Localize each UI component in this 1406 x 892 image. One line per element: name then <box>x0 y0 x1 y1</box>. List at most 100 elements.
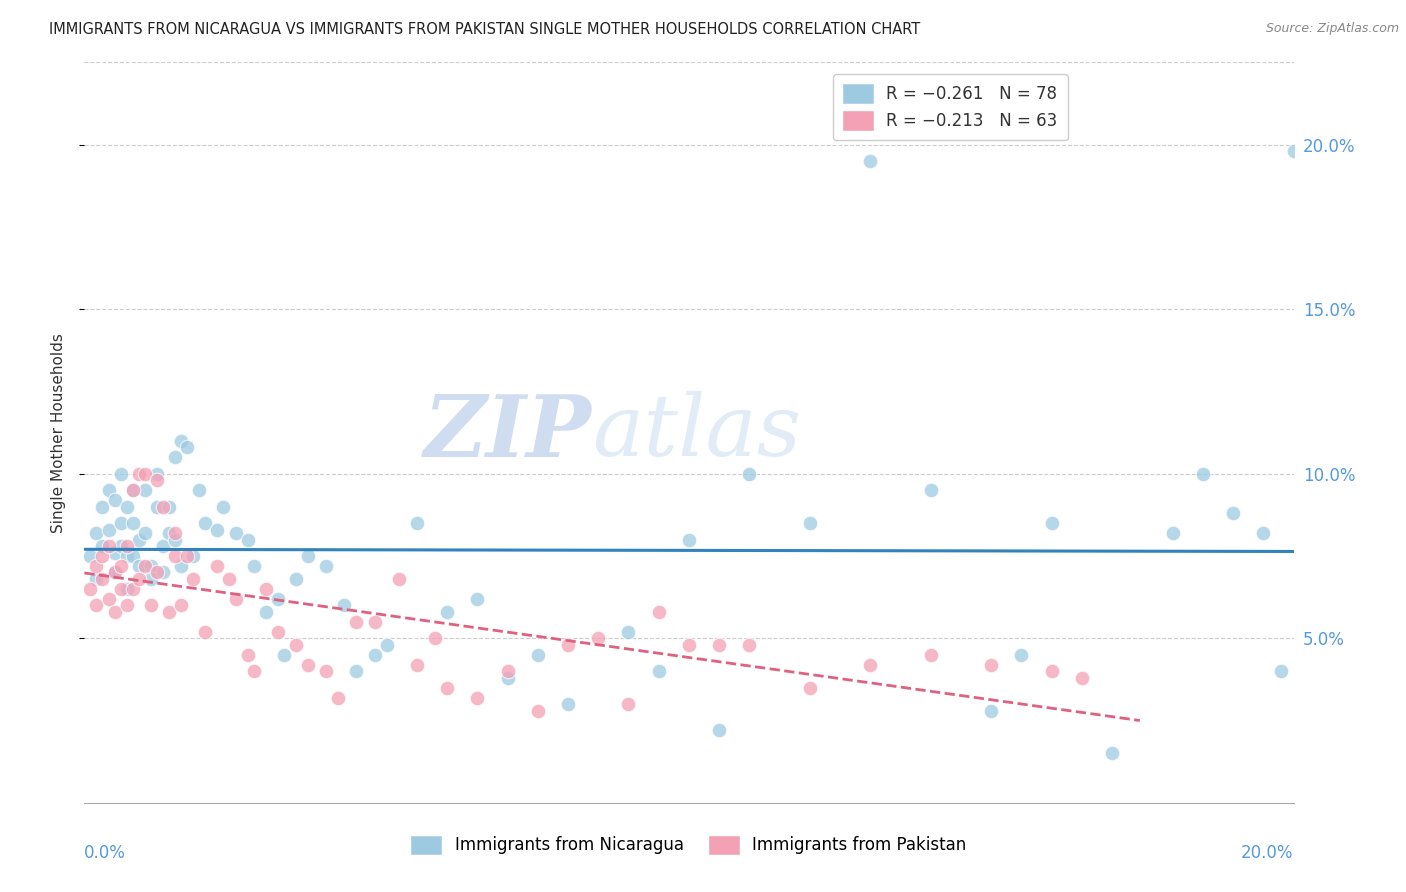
Point <box>285 572 308 586</box>
Point <box>170 558 193 573</box>
Point <box>315 664 337 678</box>
Point <box>738 638 761 652</box>
Point <box>406 516 429 530</box>
Point <box>128 533 150 547</box>
Point <box>333 599 356 613</box>
Point <box>115 549 138 563</box>
Point <box>97 483 120 498</box>
Point <box>218 572 240 586</box>
Point <box>165 526 187 541</box>
Point <box>617 697 640 711</box>
Text: 20.0%: 20.0% <box>1241 844 1294 862</box>
Point <box>139 558 162 573</box>
Point <box>709 638 731 652</box>
Point <box>467 591 489 606</box>
Point <box>496 671 519 685</box>
Point <box>617 624 640 639</box>
Point <box>115 582 138 596</box>
Point <box>157 526 180 541</box>
Point <box>1192 467 1215 481</box>
Point <box>242 558 264 573</box>
Point <box>152 500 174 514</box>
Point <box>225 526 247 541</box>
Point <box>207 523 229 537</box>
Point <box>157 500 180 514</box>
Point <box>110 467 132 481</box>
Point <box>467 690 489 705</box>
Point <box>79 582 101 596</box>
Point <box>134 467 156 481</box>
Point <box>648 664 671 678</box>
Point <box>121 483 143 498</box>
Point <box>1040 516 1063 530</box>
Point <box>436 605 458 619</box>
Point <box>121 516 143 530</box>
Point <box>146 566 169 580</box>
Point <box>86 572 108 586</box>
Point <box>110 516 132 530</box>
Point <box>267 591 290 606</box>
Point <box>91 549 114 563</box>
Point <box>165 549 187 563</box>
Point <box>181 572 204 586</box>
Point <box>104 566 127 580</box>
Point <box>104 566 127 580</box>
Point <box>170 434 193 448</box>
Point <box>236 533 259 547</box>
Point <box>436 681 458 695</box>
Y-axis label: Single Mother Households: Single Mother Households <box>51 333 66 533</box>
Point <box>859 657 882 672</box>
Point <box>91 539 114 553</box>
Point <box>1161 526 1184 541</box>
Text: 0.0%: 0.0% <box>84 844 127 862</box>
Point <box>110 539 132 553</box>
Point <box>115 599 138 613</box>
Point <box>1282 145 1305 159</box>
Point <box>1222 506 1244 520</box>
Point <box>121 549 143 563</box>
Point <box>91 572 114 586</box>
Point <box>678 638 700 652</box>
Point <box>134 526 156 541</box>
Legend: Immigrants from Nicaragua, Immigrants from Pakistan: Immigrants from Nicaragua, Immigrants fr… <box>405 829 973 861</box>
Point <box>799 681 821 695</box>
Point <box>194 516 217 530</box>
Point <box>242 664 264 678</box>
Point <box>557 697 579 711</box>
Point <box>121 483 143 498</box>
Point <box>678 533 700 547</box>
Point <box>212 500 235 514</box>
Point <box>859 154 882 169</box>
Point <box>1071 671 1094 685</box>
Point <box>406 657 429 672</box>
Point <box>128 558 150 573</box>
Point <box>181 549 204 563</box>
Point <box>104 605 127 619</box>
Point <box>328 690 350 705</box>
Point <box>1011 648 1033 662</box>
Point <box>86 526 108 541</box>
Point <box>97 539 120 553</box>
Text: atlas: atlas <box>592 392 801 474</box>
Point <box>134 558 156 573</box>
Point <box>176 549 198 563</box>
Point <box>527 648 550 662</box>
Point <box>152 566 174 580</box>
Point <box>496 664 519 678</box>
Point <box>165 533 187 547</box>
Point <box>139 572 162 586</box>
Point <box>375 638 398 652</box>
Point <box>121 582 143 596</box>
Point <box>980 657 1002 672</box>
Point <box>146 467 169 481</box>
Text: IMMIGRANTS FROM NICARAGUA VS IMMIGRANTS FROM PAKISTAN SINGLE MOTHER HOUSEHOLDS C: IMMIGRANTS FROM NICARAGUA VS IMMIGRANTS … <box>49 22 921 37</box>
Point <box>557 638 579 652</box>
Point <box>527 704 550 718</box>
Point <box>194 624 217 639</box>
Point <box>346 664 368 678</box>
Point <box>152 539 174 553</box>
Point <box>146 500 169 514</box>
Point <box>799 516 821 530</box>
Text: ZIP: ZIP <box>425 391 592 475</box>
Point <box>115 500 138 514</box>
